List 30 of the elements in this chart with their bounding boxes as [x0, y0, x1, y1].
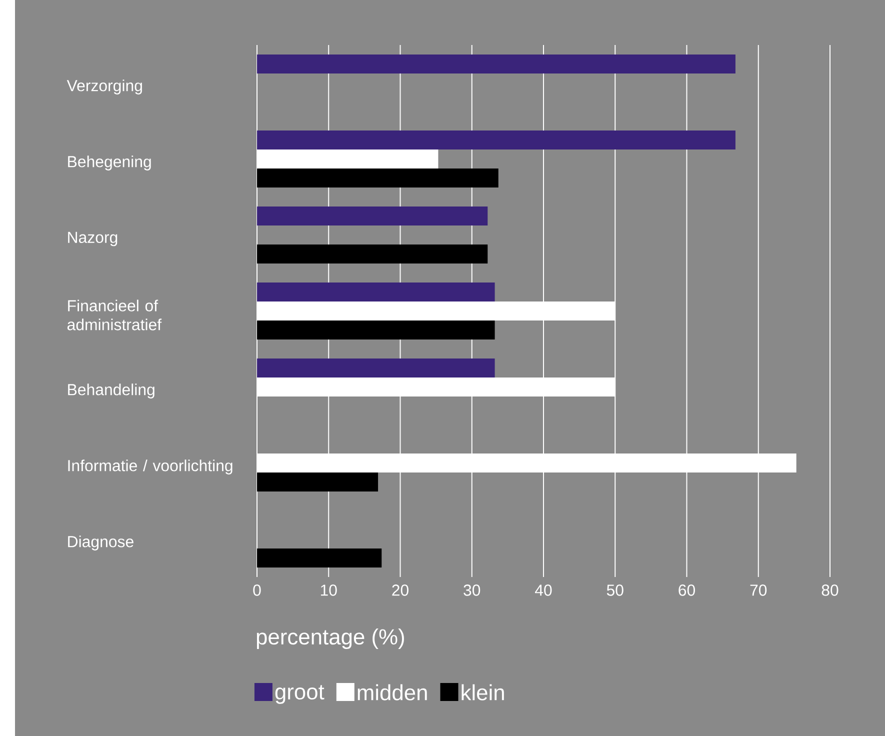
bar — [256, 206, 488, 226]
x-tick-label: 20 — [392, 584, 408, 596]
legend-label: midden — [358, 684, 427, 700]
bar — [256, 54, 736, 74]
y-tick-label: Nazorg — [68, 232, 118, 246]
x-tick-label: 70 — [750, 584, 767, 596]
y-tick-label: Verzorging — [66, 80, 142, 94]
x-axis-title: percentage (%) — [256, 628, 404, 649]
legend-label: groot — [275, 685, 324, 704]
x-tick-label: 40 — [534, 584, 552, 596]
x-tick-label: 0 — [253, 584, 261, 596]
bar — [256, 472, 378, 492]
x-tick-label: 60 — [678, 584, 695, 596]
bar — [256, 168, 498, 188]
y-tick-label: Financieel of administratief — [67, 300, 162, 330]
y-tick-label: Informatie / voorlichting — [68, 460, 232, 474]
bar — [256, 244, 488, 264]
bar — [256, 320, 495, 340]
legend-label: klein — [462, 684, 504, 700]
bar — [256, 282, 495, 302]
bar — [256, 358, 495, 378]
x-tick-label: 30 — [464, 584, 480, 596]
x-tick-label: 50 — [606, 584, 624, 596]
x-tick-label: 10 — [320, 584, 337, 596]
y-tick-label: Behegening — [68, 156, 151, 170]
y-tick-label: Diagnose — [68, 536, 134, 550]
bar — [256, 130, 736, 150]
y-tick-label: Behandeling — [68, 384, 154, 398]
x-tick-label: 80 — [822, 584, 838, 596]
bar — [256, 548, 382, 568]
